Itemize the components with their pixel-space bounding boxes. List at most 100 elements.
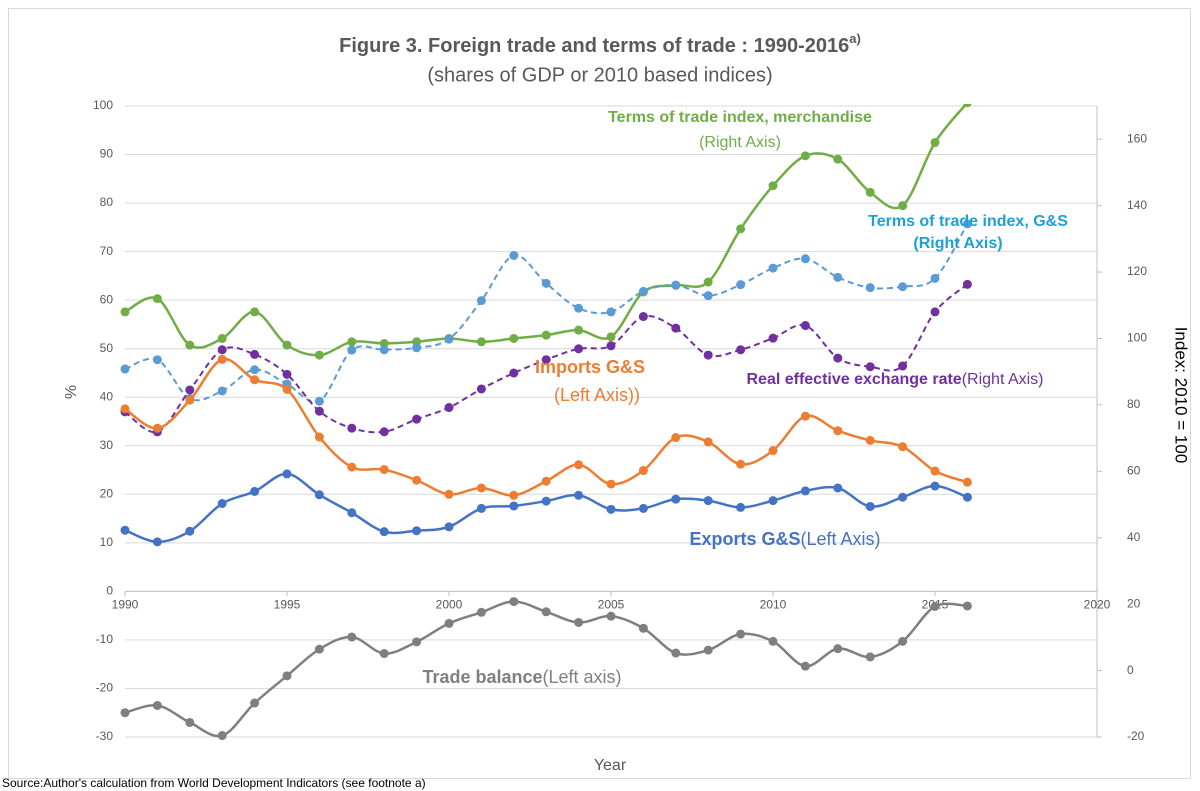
data-point xyxy=(736,345,746,355)
data-point xyxy=(833,644,843,654)
data-point xyxy=(314,490,324,500)
data-point xyxy=(736,629,746,639)
data-point xyxy=(638,286,648,296)
annotation-name: Terms of trade index, G&S xyxy=(868,213,1068,230)
data-point xyxy=(930,601,940,611)
data-point xyxy=(800,151,810,161)
data-point xyxy=(638,503,648,513)
data-point xyxy=(314,406,324,416)
data-point xyxy=(962,477,972,487)
data-point xyxy=(185,526,195,536)
data-point xyxy=(412,414,422,424)
series-annotation: Trade balance(Left axis) xyxy=(422,667,621,687)
data-point xyxy=(898,201,908,211)
data-point xyxy=(152,537,162,547)
data-point xyxy=(638,623,648,633)
title-superscript: a) xyxy=(849,31,861,46)
data-point xyxy=(606,504,616,514)
data-point xyxy=(541,476,551,486)
data-point xyxy=(800,661,810,671)
y2-tick-label: 100 xyxy=(1127,331,1147,345)
annotation-note: (Left Axis)) xyxy=(554,385,640,405)
source-note: Source:Author's calculation from World D… xyxy=(2,776,426,790)
data-point xyxy=(671,494,681,504)
data-point xyxy=(833,483,843,493)
data-point xyxy=(509,333,519,343)
data-point xyxy=(314,396,324,406)
data-point xyxy=(865,283,875,293)
data-point xyxy=(768,636,778,646)
data-point xyxy=(120,307,130,317)
data-point xyxy=(217,333,227,343)
annotation-name: Exports G&S xyxy=(689,529,800,549)
data-point xyxy=(865,652,875,662)
data-point xyxy=(606,332,616,342)
data-point xyxy=(379,338,389,348)
data-point xyxy=(930,481,940,491)
data-point xyxy=(282,469,292,479)
data-point xyxy=(314,350,324,360)
data-point xyxy=(703,277,713,287)
data-point xyxy=(185,385,195,395)
data-point xyxy=(347,337,357,347)
y-tick-label: 20 xyxy=(100,486,114,500)
y-tick-label: 80 xyxy=(100,195,114,209)
y2-tick-label: 0 xyxy=(1127,663,1134,677)
data-point xyxy=(217,731,227,741)
data-point xyxy=(703,496,713,506)
data-point xyxy=(509,368,519,378)
data-point xyxy=(217,345,227,355)
x-tick-label: 2010 xyxy=(760,598,787,612)
data-point xyxy=(606,341,616,351)
x-tick-label: 2000 xyxy=(436,598,463,612)
data-point xyxy=(314,644,324,654)
y2-axis-label: Index: 2010 = 100 xyxy=(1172,327,1191,464)
data-point xyxy=(347,423,357,433)
data-point xyxy=(476,384,486,394)
data-point xyxy=(671,648,681,658)
data-point xyxy=(606,479,616,489)
data-point xyxy=(509,490,519,500)
data-point xyxy=(509,250,519,260)
chart-border xyxy=(8,8,1191,779)
data-point xyxy=(962,601,972,611)
data-point xyxy=(250,698,260,708)
series-annotation: Real effective exchange rate(Right Axis) xyxy=(746,371,1043,388)
data-point xyxy=(250,365,260,375)
data-point xyxy=(120,708,130,718)
data-point xyxy=(898,442,908,452)
data-point xyxy=(217,354,227,364)
annotation-name: Imports G&S xyxy=(535,357,645,377)
y-tick-label: 100 xyxy=(93,98,113,112)
data-point xyxy=(282,340,292,350)
data-point xyxy=(250,307,260,317)
data-point xyxy=(152,355,162,365)
data-point xyxy=(541,607,551,617)
y2-tick-label: 40 xyxy=(1127,530,1141,544)
data-point xyxy=(606,307,616,317)
data-point xyxy=(379,345,389,355)
data-point xyxy=(962,219,972,229)
data-point xyxy=(671,323,681,333)
data-point xyxy=(768,446,778,456)
annotation-note: (Right Axis) xyxy=(699,134,781,151)
y-tick-label: 60 xyxy=(100,292,114,306)
data-point xyxy=(865,435,875,445)
y2-tick-label: 140 xyxy=(1127,198,1147,212)
data-point xyxy=(379,465,389,475)
data-point xyxy=(898,636,908,646)
data-point xyxy=(282,384,292,394)
data-point xyxy=(444,489,454,499)
data-point xyxy=(152,423,162,433)
data-point xyxy=(541,496,551,506)
data-point xyxy=(574,303,584,313)
x-tick-label: 1995 xyxy=(274,598,301,612)
chart-subtitle: (shares of GDP or 2010 based indices) xyxy=(427,64,772,86)
data-point xyxy=(574,344,584,354)
data-point xyxy=(703,350,713,360)
annotation-note: (Right Axis) xyxy=(962,371,1044,388)
data-point xyxy=(379,527,389,537)
data-point xyxy=(347,632,357,642)
data-point xyxy=(736,459,746,469)
data-point xyxy=(282,369,292,379)
